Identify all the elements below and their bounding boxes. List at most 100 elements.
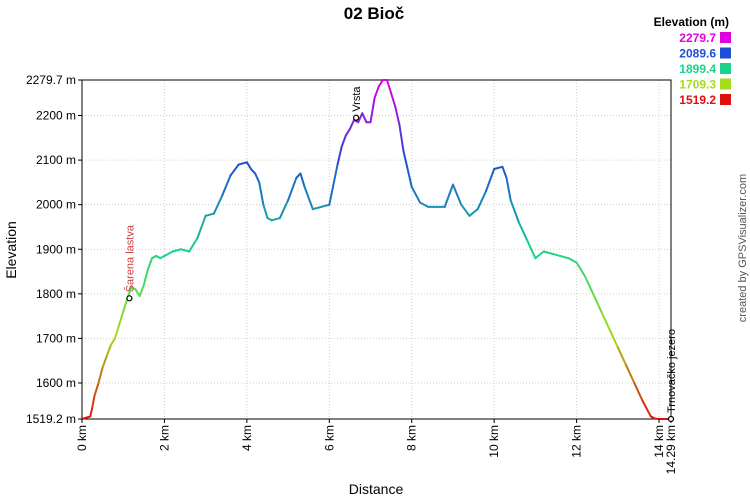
x-tick-label: 8 km xyxy=(405,425,419,451)
elevation-segment xyxy=(451,183,463,206)
elevation-segment xyxy=(542,250,553,255)
x-axis-title: Distance xyxy=(349,481,404,497)
elevation-segment xyxy=(550,252,562,257)
y-tick-label: 2100 m xyxy=(36,153,76,167)
elevation-segment xyxy=(583,275,595,295)
legend-entry-label: 2089.6 xyxy=(679,47,716,61)
elevation-segment xyxy=(118,310,125,327)
elevation-segment xyxy=(113,324,121,340)
waypoint-marker xyxy=(126,295,133,302)
elevation-segment xyxy=(616,346,628,367)
elevation-segment xyxy=(394,105,401,126)
elevation-segment xyxy=(386,79,393,95)
y-tick-label: 1900 m xyxy=(36,242,76,256)
elevation-segment xyxy=(336,145,343,166)
elevation-segment xyxy=(348,118,356,130)
x-tick-label: 12 km xyxy=(570,425,584,458)
elevation-segment xyxy=(109,337,116,347)
y-tick-label: 1519.2 m xyxy=(26,412,76,426)
credit-text: created by GPSVisualizer.com xyxy=(737,174,749,322)
elevation-segment xyxy=(559,254,570,260)
elevation-segment xyxy=(476,190,487,211)
elevation-segment xyxy=(142,268,149,286)
elevation-segment xyxy=(608,328,619,349)
elevation-segment xyxy=(406,168,413,188)
x-axis-ticks: 0 km 2 km 4 km 6 km 8 km 10 km 12 km 14 km14.29… xyxy=(75,419,678,474)
elevation-segment xyxy=(328,163,339,206)
legend-entry-label: 1709.3 xyxy=(679,78,716,92)
elevation-segment xyxy=(299,172,306,188)
elevation-segment xyxy=(91,395,96,409)
elevation-segment xyxy=(390,92,397,108)
elevation-segment xyxy=(320,203,331,208)
elevation-segment xyxy=(517,221,529,242)
elevation-segment xyxy=(600,310,611,331)
waypoint-marker xyxy=(667,415,675,423)
elevation-segment xyxy=(105,344,112,358)
elevation-segment xyxy=(361,112,368,124)
elevation-segment xyxy=(373,85,380,99)
elevation-segment xyxy=(93,381,100,398)
elevation-segment xyxy=(287,176,298,202)
elevation-segment xyxy=(122,297,129,313)
elevation-segment xyxy=(460,203,471,217)
elevation-segment xyxy=(89,406,94,418)
legend-swatch xyxy=(720,63,731,74)
waypoint-label: Vrsta xyxy=(351,86,363,112)
elevation-segment xyxy=(493,165,504,171)
waypoint-label: Šarena lastva xyxy=(123,224,136,292)
waypoint-label: Trnovačko jezero xyxy=(666,329,678,413)
elevation-segment xyxy=(357,112,364,124)
elevation-segment xyxy=(179,248,191,253)
elevation-segment xyxy=(410,185,421,204)
elevation-segment xyxy=(138,283,145,298)
elevation-segment xyxy=(344,127,351,137)
elevation-segment xyxy=(270,217,281,222)
elevation-segment xyxy=(163,250,174,257)
elevation-segment xyxy=(254,172,261,184)
elevation-line xyxy=(81,79,672,420)
waypoint-marker xyxy=(352,114,360,121)
x-tick-label: 0 km xyxy=(75,425,89,451)
elevation-segment xyxy=(188,237,199,253)
elevation-segment xyxy=(262,203,269,220)
gridlines xyxy=(82,80,671,419)
elevation-segment xyxy=(402,150,409,171)
elevation-segment xyxy=(212,194,224,215)
elevation-segment xyxy=(303,185,314,211)
elevation-segment xyxy=(567,257,578,264)
elevation-segment xyxy=(97,366,104,384)
legend-entry-label: 2279.7 xyxy=(679,31,716,45)
y-tick-label: 1600 m xyxy=(36,376,76,390)
chart-title: 02 Bioč xyxy=(344,4,404,23)
y-tick-label: 2200 m xyxy=(36,109,76,123)
elevation-segment xyxy=(101,355,108,369)
elevation-segment xyxy=(526,239,537,260)
x-tick-label: 14 km xyxy=(652,425,666,458)
elevation-segment xyxy=(204,212,215,217)
elevation-segment xyxy=(229,163,240,177)
elevation-segment xyxy=(221,174,232,197)
elevation-segment xyxy=(134,288,141,298)
y-axis-ticks: 1519.2 m 1600 m 1700 m 1800 m 1900 m 2000 m 21… xyxy=(26,73,82,426)
elevation-segment xyxy=(249,168,257,175)
elevation-segment xyxy=(377,79,384,88)
y-tick-label: 1700 m xyxy=(36,331,76,345)
elevation-segment xyxy=(575,261,586,278)
x-tick-label: 10 km xyxy=(487,425,501,458)
legend-swatch xyxy=(720,78,731,90)
elevation-segment xyxy=(146,257,154,271)
elevation-segment xyxy=(369,96,376,124)
waypoints: Šarena lastva Vrsta Trnovačko jezero xyxy=(123,86,678,423)
elevation-segment xyxy=(484,168,496,193)
elevation-segment xyxy=(505,176,512,202)
y-axis-title: Elevation xyxy=(3,221,19,279)
elevation-segment xyxy=(311,205,323,211)
elevation-segment xyxy=(534,250,545,260)
elevation-segment xyxy=(625,364,636,384)
x-tick-label: 4 km xyxy=(240,425,254,451)
elevation-segment xyxy=(418,201,430,208)
elevation-segment xyxy=(592,292,603,313)
